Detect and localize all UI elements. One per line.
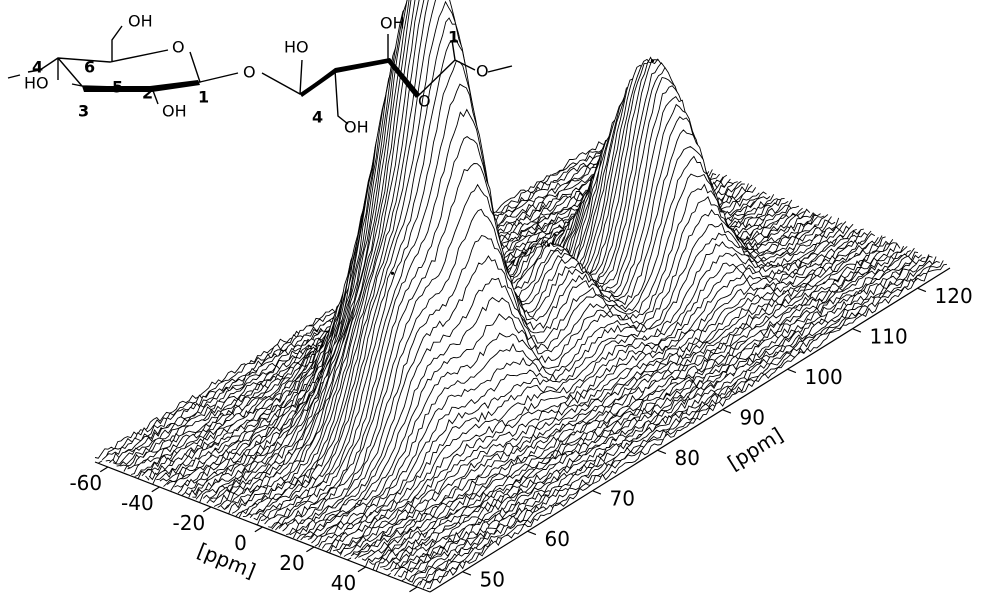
x-axis-label: [ppm] (194, 538, 259, 583)
trace (401, 254, 923, 582)
y-tick-label: 60 (545, 527, 570, 551)
trace (368, 240, 890, 565)
trace (404, 257, 926, 582)
atom-number: 3 (78, 102, 89, 121)
y-tick (917, 287, 927, 293)
x-tick-label: 40 (331, 571, 356, 594)
trace (325, 221, 847, 553)
atom-label: OH (128, 12, 153, 31)
x-tick (357, 566, 366, 573)
trace-fill (408, 254, 929, 584)
wedge (82, 80, 200, 92)
y-tick (852, 328, 862, 333)
atom-label: OH (380, 14, 405, 33)
y-tick-label: 110 (870, 324, 908, 348)
peak-apex (546, 243, 551, 247)
wedge (300, 58, 420, 98)
y-tick (787, 368, 797, 374)
trace-fill (113, 138, 633, 469)
atom-label: OH (162, 102, 187, 121)
trace-fill (423, 260, 944, 590)
x-tick-label: -60 (69, 471, 102, 495)
x-tick (409, 586, 418, 593)
trace (372, 238, 894, 571)
y-tick-label: 50 (480, 567, 505, 591)
y-axis-label: [ppm] (723, 423, 787, 475)
trace (311, 196, 832, 544)
surface (94, 0, 947, 591)
atom-number: 1 (198, 88, 209, 107)
trace (415, 256, 937, 588)
y-axis (429, 267, 951, 593)
trace-fill (419, 261, 940, 588)
y-tick (592, 490, 602, 495)
y-tick-label: 90 (740, 405, 765, 429)
molecule: OH 4 6 5 O HO 3 2 OH 1 O HO OH 1 4 O OH … (7, 12, 513, 137)
trace (354, 233, 876, 560)
y-tick-label: 70 (610, 486, 635, 510)
atom-label: O (243, 63, 256, 82)
trace (339, 230, 861, 556)
y-tick (462, 571, 472, 576)
trace (332, 223, 854, 552)
peak-apex (390, 271, 395, 275)
atom-label: O (172, 38, 185, 57)
y-tick-label: 100 (805, 365, 843, 389)
trace (419, 261, 940, 586)
y-tick-label: 80 (675, 446, 700, 470)
atom-label: HO (284, 38, 309, 57)
trace-fill (123, 142, 644, 474)
trace (426, 263, 947, 589)
x-tick (99, 466, 109, 473)
trace (422, 260, 944, 589)
x-tick-label: 20 (279, 551, 304, 575)
x-tick-label: -40 (121, 491, 154, 515)
x-tick (151, 486, 160, 493)
x-tick (203, 506, 212, 513)
atom-label: O (418, 92, 431, 111)
atom-number: 1 (448, 28, 459, 47)
x-tick-label: 0 (234, 531, 247, 555)
trace (408, 254, 930, 583)
trace (365, 236, 886, 567)
x-tick-label: 60 (382, 591, 407, 594)
trace (390, 250, 911, 572)
y-tick (657, 449, 667, 455)
trace (336, 228, 857, 555)
trace-fill (105, 137, 626, 467)
y-tick-label: 120 (935, 284, 973, 308)
atom-number: 6 (84, 58, 95, 77)
trace (361, 235, 883, 561)
trace (412, 255, 933, 586)
y-tick (722, 409, 732, 414)
atom-label: HO (24, 74, 49, 93)
atom-label: O (476, 62, 489, 81)
atom-number: 2 (142, 84, 153, 103)
atom-number: 5 (112, 78, 123, 97)
trace (358, 236, 879, 558)
atom-number: 4 (32, 58, 43, 77)
trace-fill (426, 264, 947, 591)
trace-fill (383, 246, 904, 574)
atom-number: 4 (312, 108, 323, 127)
y-tick (527, 530, 537, 536)
atom-label: OH (344, 118, 369, 137)
x-tick (254, 526, 263, 533)
x-tick (306, 546, 315, 553)
trace-fill (372, 239, 893, 571)
x-tick-label: -20 (173, 511, 206, 535)
peak-apex (650, 59, 655, 63)
